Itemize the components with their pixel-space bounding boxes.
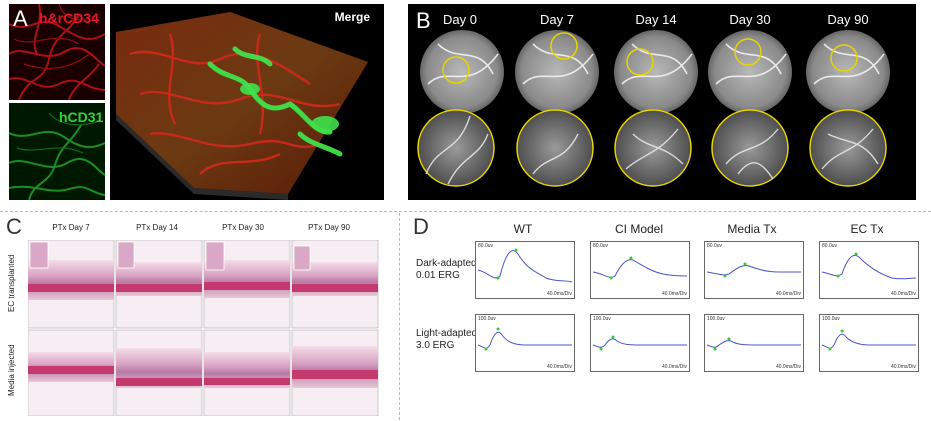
erg-dark-media: 80.0uv 40.0ms/Div bbox=[704, 241, 804, 299]
erg-trace bbox=[706, 337, 801, 351]
panel-a-merge-image: Merge bbox=[110, 4, 384, 200]
panel-d-letter: D bbox=[413, 214, 429, 239]
c-column-day30: PTx Day 30 bbox=[222, 223, 264, 232]
erg-light-media: 100.0uv 40.0ms/Div bbox=[704, 314, 804, 372]
d-row-light-line2: 3.0 ERG bbox=[416, 340, 455, 351]
d-row-dark-adapted: Dark-adapted 0.01 ERG bbox=[416, 258, 477, 282]
d-column-media-tx: Media Tx bbox=[727, 222, 777, 236]
merge-3d-render bbox=[110, 4, 384, 200]
red-vessel-texture bbox=[9, 4, 105, 100]
erg-amp-label: 80.0uv bbox=[593, 243, 609, 249]
d-column-ci-model: CI Model bbox=[614, 222, 664, 236]
erg-trace bbox=[821, 252, 917, 280]
erg-dark-wt: 80.0uv 40.0ms/Div bbox=[475, 241, 575, 299]
day-label-7: Day 7 bbox=[540, 12, 574, 27]
d-row-light-adapted: Light-adapted 3.0 ERG bbox=[416, 328, 477, 352]
erg-time-label: 40.0ms/Div bbox=[775, 364, 801, 370]
day-label-90: Day 90 bbox=[827, 12, 869, 27]
histology-row-media bbox=[27, 329, 379, 417]
vertical-divider bbox=[399, 213, 400, 420]
day-label-30: Day 30 bbox=[729, 12, 771, 27]
c-column-day14: PTx Day 14 bbox=[136, 223, 178, 232]
erg-amp-label: 100.0uv bbox=[822, 316, 840, 322]
erg-time-label: 40.0ms/Div bbox=[546, 364, 572, 370]
histology-sections bbox=[27, 239, 379, 417]
day-label-14: Day 14 bbox=[635, 12, 677, 27]
erg-dark-ec: 80.0uv 40.0ms/Div bbox=[819, 241, 919, 299]
erg-time-label: 40.0ms/Div bbox=[775, 291, 801, 297]
panel-a-red-image: A h&rCD34 bbox=[9, 4, 105, 100]
erg-dark-ci: 80.0uv 40.0ms/Div bbox=[590, 241, 690, 299]
erg-amp-label: 100.0uv bbox=[707, 316, 725, 322]
erg-time-label: 40.0ms/Div bbox=[546, 291, 572, 297]
panel-c-histology bbox=[27, 239, 380, 417]
histology-row-ec bbox=[27, 239, 379, 329]
c-column-day7: PTx Day 7 bbox=[52, 223, 90, 232]
erg-amp-label: 100.0uv bbox=[593, 316, 611, 322]
erg-trace bbox=[821, 329, 916, 351]
panel-c-letter: C bbox=[6, 214, 22, 239]
erg-time-label: 40.0ms/Div bbox=[661, 364, 687, 370]
erg-trace bbox=[706, 262, 801, 278]
panel-a-green-label: hCD31 bbox=[59, 109, 104, 125]
panel-a-red-label: h&rCD34 bbox=[39, 10, 99, 26]
day-label-0: Day 0 bbox=[443, 12, 477, 27]
panel-a-letter: A bbox=[13, 6, 28, 31]
erg-time-label: 40.0ms/Div bbox=[890, 364, 916, 370]
erg-light-ci: 100.0uv 40.0ms/Div bbox=[590, 314, 690, 372]
d-row-dark-line1: Dark-adapted bbox=[416, 258, 477, 269]
erg-light-wt: 100.0uv 40.0ms/Div bbox=[475, 314, 575, 372]
fundus-row-top bbox=[420, 30, 890, 114]
c-row-media-injected: Media injected bbox=[7, 344, 16, 396]
erg-time-label: 40.0ms/Div bbox=[661, 291, 687, 297]
panel-a-green-image: hCD31 bbox=[9, 103, 105, 200]
fundus-row-bottom bbox=[417, 109, 887, 187]
erg-light-ec: 100.0uv 40.0ms/Div bbox=[819, 314, 919, 372]
erg-amp-label: 80.0uv bbox=[478, 243, 494, 249]
fundus-angiograms bbox=[417, 30, 890, 187]
d-column-wt: WT bbox=[513, 222, 533, 236]
c-column-day90: PTx Day 90 bbox=[308, 223, 350, 232]
erg-amp-label: 100.0uv bbox=[478, 316, 496, 322]
erg-trace bbox=[477, 327, 572, 351]
c-row-ec-transplanted: EC transplanted bbox=[7, 254, 16, 312]
panel-b-letter: B bbox=[416, 8, 431, 33]
roi-circles-small bbox=[442, 32, 858, 84]
erg-time-label: 40.0ms/Div bbox=[890, 291, 916, 297]
erg-trace bbox=[592, 335, 687, 351]
panel-a-merge-label: Merge bbox=[334, 10, 370, 24]
d-row-light-line1: Light-adapted bbox=[416, 328, 478, 339]
erg-amp-label: 80.0uv bbox=[707, 243, 723, 249]
erg-amp-label: 80.0uv bbox=[822, 243, 838, 249]
horizontal-divider bbox=[0, 211, 931, 212]
d-row-dark-line2: 0.01 ERG bbox=[416, 270, 460, 281]
green-vessel-texture bbox=[9, 103, 105, 200]
panel-b-angiography: B Day 0 Day 7 Day 14 Day 30 Day 90 bbox=[408, 4, 916, 200]
erg-trace bbox=[477, 248, 573, 283]
erg-trace bbox=[592, 256, 688, 280]
d-column-ec-tx: EC Tx bbox=[850, 222, 884, 236]
